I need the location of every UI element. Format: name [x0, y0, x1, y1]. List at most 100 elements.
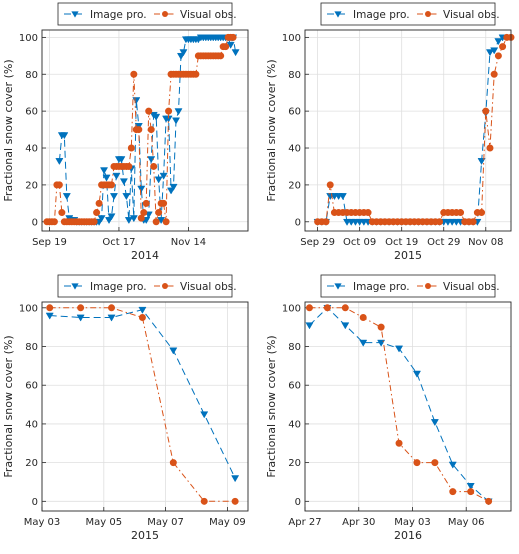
legend-label: Image pro.	[353, 281, 410, 293]
x-axis-label: 2015	[394, 249, 422, 262]
y-tick-label: 20	[25, 180, 38, 191]
y-tick-label: 80	[288, 70, 301, 81]
y-axis-label: Fractional snow cover (%)	[2, 59, 15, 201]
data-point-circle	[457, 209, 465, 217]
data-point-triangle	[490, 47, 499, 55]
x-tick-label: Oct 17	[102, 237, 135, 248]
data-point-circle	[467, 488, 475, 496]
y-tick-label: 100	[282, 303, 301, 314]
x-tick-label: Nov 14	[171, 237, 206, 248]
legend: Image pro. Visual obs.	[320, 274, 500, 298]
data-point-triangle	[107, 314, 116, 322]
x-tick-label: May 03	[24, 517, 61, 528]
data-point-circle	[413, 459, 421, 467]
data-point-circle	[160, 199, 168, 207]
data-point-triangle	[137, 185, 146, 193]
data-point-triangle	[107, 213, 116, 221]
plot-area	[305, 302, 511, 511]
x-tick-label: May 06	[448, 517, 485, 528]
data-point-circle	[145, 107, 153, 115]
series-image-pro	[45, 306, 240, 483]
data-point-triangle	[122, 193, 131, 201]
data-point-triangle	[97, 215, 106, 223]
y-tick-label: 80	[288, 342, 301, 353]
series-visual-obs	[314, 33, 515, 226]
data-point-triangle	[430, 419, 439, 427]
data-point-triangle	[112, 172, 121, 180]
data-point-triangle	[466, 482, 475, 490]
legend-box	[320, 2, 496, 26]
data-point-triangle	[60, 132, 69, 140]
legend-marker-triangle	[334, 283, 342, 290]
data-point-circle	[431, 459, 439, 467]
legend-label: Visual obs.	[180, 281, 237, 293]
data-point-circle	[192, 70, 200, 78]
x-tick-label: Sep 29	[300, 237, 335, 248]
x-tick-label: Sep 19	[32, 237, 67, 248]
data-point-circle	[107, 181, 115, 189]
series-visual-obs	[43, 33, 237, 226]
chart-panel-3: 0 20 40 60 80 100 May 03 May 05 May 07 May 09 2015…	[2, 274, 249, 542]
data-point-circle	[162, 218, 170, 226]
data-point-circle	[364, 209, 372, 217]
data-point-triangle	[138, 306, 147, 314]
y-tick-label: 100	[282, 33, 301, 44]
data-point-circle	[377, 323, 385, 331]
data-point-circle	[499, 43, 507, 51]
data-point-circle	[395, 439, 403, 447]
y-tick-label: 40	[288, 144, 301, 155]
x-tick-label: Oct 19	[385, 237, 418, 248]
data-point-circle	[200, 497, 208, 505]
data-point-triangle	[76, 314, 85, 322]
y-tick-label: 40	[25, 419, 38, 430]
legend-label: Image pro.	[90, 281, 147, 293]
data-point-circle	[137, 214, 145, 222]
x-axis-label: 2014	[131, 249, 159, 262]
data-point-circle	[341, 304, 349, 312]
y-axis-label: Fractional snow cover (%)	[265, 59, 278, 201]
legend: Image pro. Visual obs.	[320, 2, 500, 26]
data-point-triangle	[102, 174, 111, 182]
data-point-triangle	[154, 176, 163, 184]
y-tick-label: 20	[288, 180, 301, 191]
data-point-triangle	[45, 312, 54, 320]
x-tick-label: Oct 29	[427, 237, 460, 248]
y-tick-label: 100	[19, 33, 38, 44]
data-point-triangle	[395, 345, 404, 353]
data-point-triangle	[231, 49, 240, 57]
data-point-triangle	[100, 167, 109, 175]
x-tick-label: Oct 09	[343, 237, 376, 248]
data-point-circle	[150, 162, 158, 170]
y-tick-label: 0	[32, 217, 38, 228]
data-point-triangle	[174, 108, 183, 116]
x-axis-label: 2016	[394, 529, 422, 542]
legend-label: Image pro.	[353, 9, 410, 21]
y-tick-label: 20	[288, 458, 301, 469]
data-point-circle	[449, 488, 457, 496]
series-visual-obs	[46, 304, 239, 505]
x-tick-label: May 07	[147, 517, 184, 528]
data-point-circle	[90, 218, 98, 226]
axes-frame	[304, 29, 512, 232]
data-point-circle	[490, 70, 498, 78]
data-point-circle	[130, 70, 138, 78]
data-point-circle	[165, 107, 173, 115]
legend-marker-triangle	[71, 11, 79, 18]
data-point-circle	[152, 218, 160, 226]
data-point-triangle	[341, 322, 350, 330]
legend-label: Visual obs.	[180, 9, 237, 21]
data-point-triangle	[152, 113, 161, 121]
data-point-circle	[494, 52, 502, 60]
chart-panel-4: 0 20 40 60 80 100 Apr 27 Apr 30 May 03 May 06 2016…	[265, 274, 512, 542]
legend-label: Visual obs.	[443, 281, 500, 293]
plot-area	[305, 30, 511, 231]
data-point-circle	[142, 199, 150, 207]
data-point-triangle	[169, 183, 178, 191]
y-tick-label: 0	[32, 497, 38, 508]
data-point-circle	[305, 304, 313, 312]
data-point-circle	[135, 126, 143, 134]
legend: Image pro. Visual obs.	[57, 274, 237, 298]
axes-frame	[41, 29, 249, 232]
data-point-circle	[55, 181, 63, 189]
y-tick-label: 0	[295, 497, 301, 508]
